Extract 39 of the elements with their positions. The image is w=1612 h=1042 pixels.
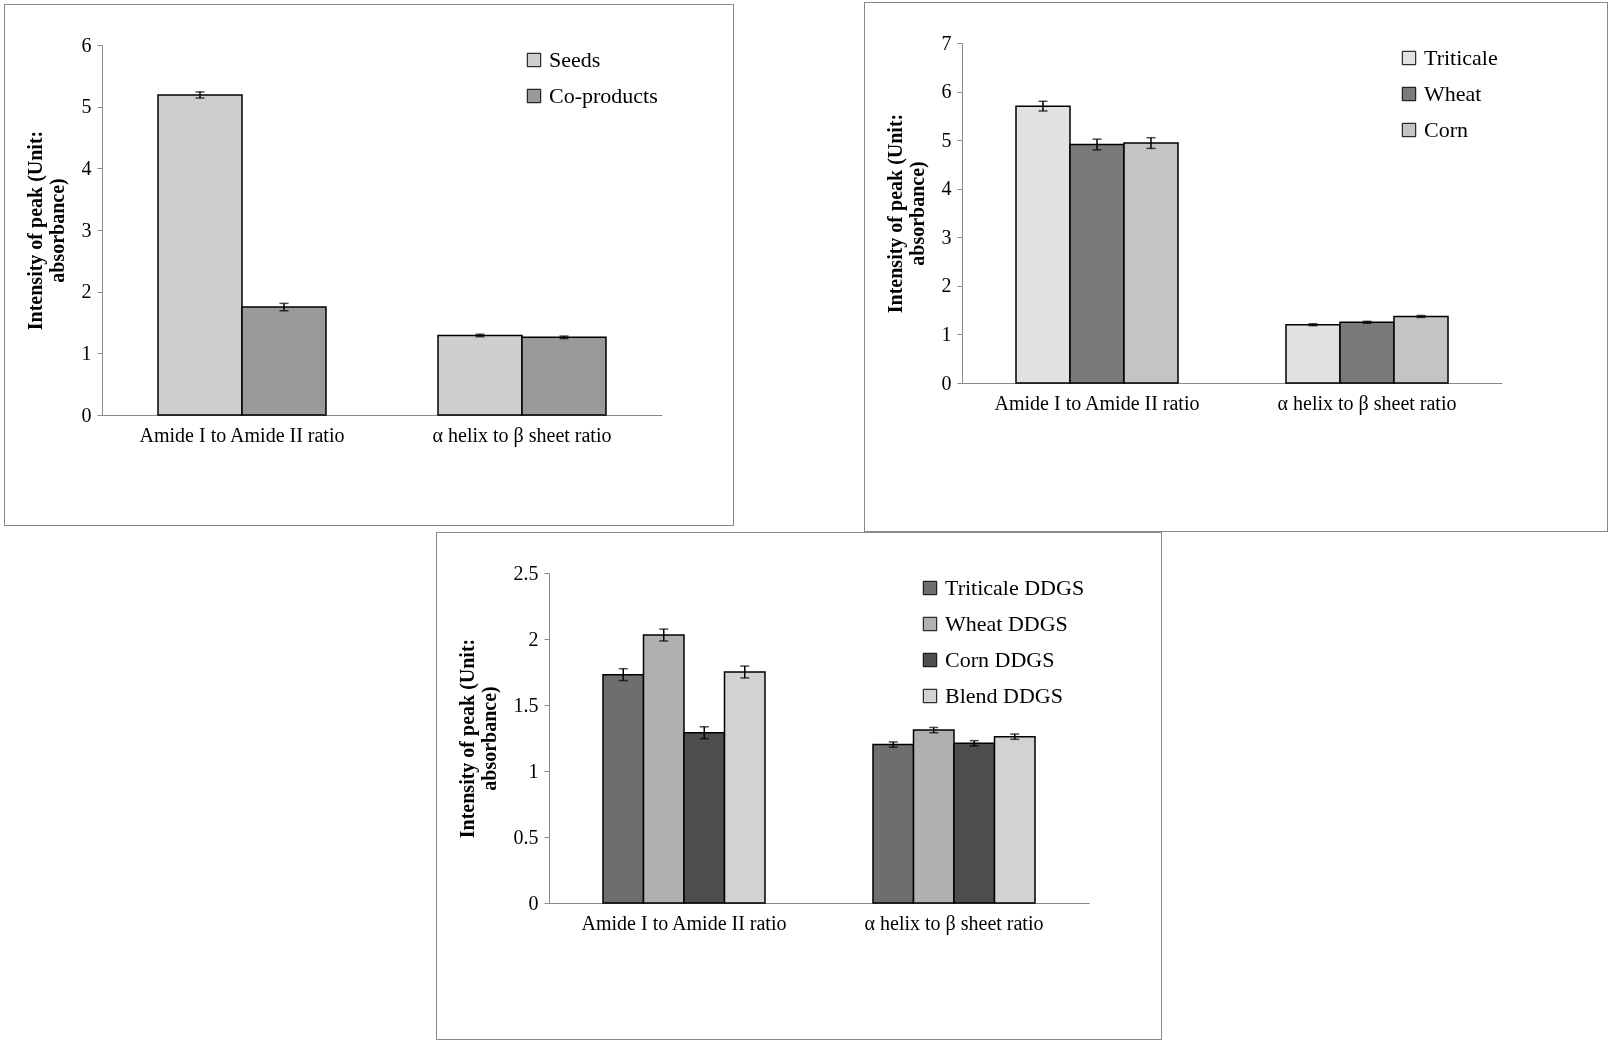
x-tick-label: α helix to β sheet ratio <box>864 911 1044 935</box>
legend-label: Wheat <box>1424 81 1482 106</box>
x-tick-label: Amide I to Amide II ratio <box>994 391 1200 414</box>
y-tick-label: 0 <box>528 891 539 914</box>
y-tick-label: 3 <box>941 225 952 248</box>
y-tick-label: 2 <box>81 280 92 303</box>
y-tick-label: 0 <box>81 403 92 426</box>
y-tick-label: 1 <box>528 759 539 782</box>
y-axis-title: Intensity of peak (Unit: absorbance) <box>23 130 69 331</box>
y-axis-title: Intensity of peak (Unit: absorbance) <box>455 638 501 839</box>
y-tick-label: 1 <box>941 322 952 345</box>
legend-label: Blend DDGS <box>945 683 1063 708</box>
legend-label: Seeds <box>549 47 601 72</box>
y-tick-label: 6 <box>941 80 952 103</box>
y-tick-label: 7 <box>941 31 952 54</box>
y-tick-label: 2.5 <box>513 561 539 584</box>
legend-label: Corn DDGS <box>945 647 1055 672</box>
x-tick-label: α helix to β sheet ratio <box>1277 391 1457 415</box>
y-axis-title: Intensity of peak (Unit: absorbance) <box>883 113 929 314</box>
y-tick-label: 2 <box>528 627 539 650</box>
y-tick-label: 4 <box>941 177 952 200</box>
legend-label: Co-products <box>549 83 658 108</box>
legend-label: Triticale <box>1424 45 1498 70</box>
y-tick-label: 1 <box>81 341 92 364</box>
x-tick-label: Amide I to Amide II ratio <box>139 423 345 446</box>
y-tick-label: 1.5 <box>513 693 539 716</box>
legend-label: Triticale DDGS <box>945 575 1085 600</box>
x-tick-label: Amide I to Amide II ratio <box>581 911 787 934</box>
y-tick-label: 0 <box>941 371 952 394</box>
y-tick-label: 4 <box>81 156 92 179</box>
y-tick-label: 5 <box>941 128 952 151</box>
y-tick-label: 0.5 <box>513 825 539 848</box>
y-tick-label: 5 <box>81 95 92 118</box>
y-tick-label: 6 <box>81 33 92 56</box>
y-tick-label: 2 <box>941 274 952 297</box>
y-tick-label: 3 <box>81 218 92 241</box>
x-tick-label: α helix to β sheet ratio <box>432 423 612 447</box>
legend-label: Wheat DDGS <box>945 611 1068 636</box>
legend-label: Corn <box>1424 117 1468 142</box>
